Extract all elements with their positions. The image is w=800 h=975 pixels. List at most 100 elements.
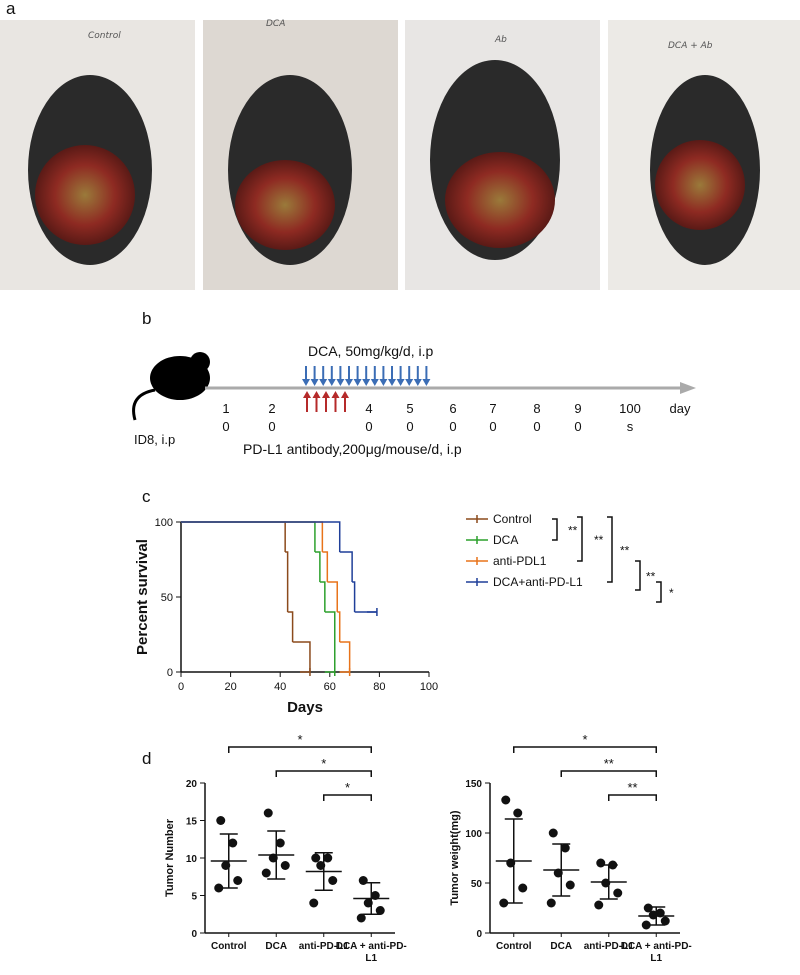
data-dot [280, 861, 290, 870]
data-dot [221, 861, 231, 870]
y-tick-label: 50 [471, 879, 483, 890]
category-label-text: DCA + anti-PD-L1 [620, 941, 692, 964]
timeline-tick-bottom: 0 [574, 419, 581, 434]
timeline-tick-top: 6 [449, 401, 456, 416]
data-dot [309, 898, 319, 908]
data-dot [518, 883, 528, 893]
x-tick-label: 20 [224, 681, 236, 693]
x-tick-label: 40 [274, 681, 286, 693]
panel-label: b [142, 309, 151, 328]
significance-bracket [552, 518, 558, 541]
data-dot [311, 853, 321, 863]
significance-bracket [560, 770, 657, 777]
timeline-tick-top: 9 [574, 401, 581, 416]
category-label-text: anti-PD-L1 [583, 941, 634, 952]
x-axis-label: Days [287, 699, 323, 716]
pdl1-arrowhead [341, 391, 349, 398]
survival-step [181, 521, 324, 552]
significance-label: ** [568, 524, 578, 538]
timeline-tick-bottom: 0 [406, 419, 413, 434]
y-axis-label: Tumor weight(mg) [449, 810, 461, 905]
significance-label: * [297, 732, 302, 747]
category-label: DCA + anti-PD-L1 [620, 941, 692, 964]
mouse-icon [132, 352, 210, 421]
data-dot [660, 916, 670, 926]
y-tick-label: 0 [191, 929, 197, 940]
timeline-tick-bottom: s [627, 419, 634, 434]
data-dot [328, 876, 338, 885]
legend-swatch [466, 536, 488, 544]
significance-label: * [321, 756, 326, 771]
significance-label: ** [620, 544, 630, 558]
data-dot [596, 858, 606, 868]
significance-bracket [577, 516, 583, 562]
data-dot [216, 816, 226, 825]
timeline-tick-top: 1 [222, 401, 229, 416]
data-dot [261, 868, 271, 878]
dca-arrowhead [405, 379, 414, 386]
survival-end [324, 668, 336, 676]
data-dot [233, 876, 243, 885]
category-label: Control [496, 941, 532, 952]
data-dot [323, 853, 333, 863]
data-dot [601, 878, 611, 888]
timeline-tick-bottom: 0 [222, 419, 229, 434]
data-dot [356, 913, 366, 923]
pdl1-arrowhead [331, 391, 340, 398]
timeline-start-label: ID8, i.p [134, 432, 175, 447]
y-tick-label: 0 [167, 667, 173, 679]
timeline-tick-top: day [670, 401, 691, 416]
significance-label: ** [604, 756, 614, 771]
significance-bracket [607, 516, 613, 583]
y-tick-label: 15 [186, 817, 198, 828]
data-dot [268, 853, 278, 863]
dca-arrowhead [319, 379, 328, 386]
significance-label: ** [627, 780, 637, 795]
dca-arrowhead [336, 379, 345, 386]
survival-step [337, 611, 341, 642]
data-dot [553, 868, 563, 878]
dca-arrowhead [370, 379, 379, 386]
category-label: DCA + anti-PD-L1 [336, 941, 407, 964]
photo-row [0, 20, 800, 290]
legend-swatch [466, 557, 488, 565]
x-tick-label: 60 [324, 681, 336, 693]
category-label-text: Control [210, 941, 247, 952]
legend-swatch [466, 515, 488, 523]
data-dot [513, 808, 523, 818]
timeline-tick-bottom: 0 [449, 419, 456, 434]
dca-arrowhead [353, 379, 362, 386]
data-dot [358, 876, 368, 885]
data-dot [228, 838, 238, 848]
timeline-bottom-text: PD-L1 antibody,200μg/mouse/d, i.p [243, 441, 462, 457]
dca-arrowhead [302, 379, 310, 386]
category-label: anti-PD-L1 [299, 941, 349, 952]
legend-label: anti-PDL1 [493, 554, 547, 568]
timeline-tick-top: 8 [533, 401, 540, 416]
data-dot [655, 908, 665, 918]
dca-arrowhead [396, 379, 405, 386]
data-dot [546, 898, 556, 908]
survival-step [322, 551, 329, 582]
dca-arrowhead [310, 379, 319, 386]
data-dot [316, 861, 326, 870]
survival-step [285, 551, 289, 612]
significance-bracket [656, 581, 662, 603]
timeline-tick-top: 7 [489, 401, 496, 416]
data-dot [501, 795, 511, 805]
y-tick-label: 20 [186, 779, 198, 790]
legend-label: DCA [493, 533, 518, 547]
timeline-tick-top: 4 [365, 401, 372, 416]
photo-label: Ab [494, 35, 507, 45]
survival-step [287, 611, 294, 642]
pdl1-arrowhead [303, 391, 311, 398]
data-dot [641, 920, 651, 930]
panel-label: a [6, 0, 16, 18]
dca-arrowhead [327, 379, 336, 386]
survival-step [324, 611, 336, 672]
significance-label: ** [594, 533, 604, 547]
x-tick-label: 100 [420, 681, 438, 693]
dca-arrowhead [345, 379, 353, 386]
survival-step [327, 581, 338, 612]
